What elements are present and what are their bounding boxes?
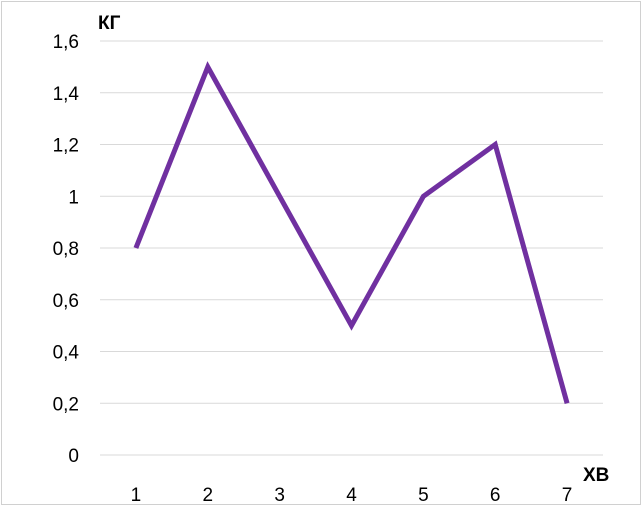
y-tick-label: 0 [68,446,79,467]
x-tick-label: 1 [131,485,142,506]
x-tick-label: 6 [490,485,501,506]
x-axis-title: ХВ [583,465,609,486]
x-axis-tick-labels: 1 2 3 4 5 6 7 [131,485,573,506]
y-tick-label: 0,4 [53,343,80,364]
y-tick-label: 0,6 [53,291,79,312]
y-tick-label: 0,2 [53,394,79,415]
x-tick-label: 5 [418,485,429,506]
y-axis-title: КГ [98,13,121,34]
x-tick-label: 2 [202,485,213,506]
x-tick-label: 4 [346,485,357,506]
gridlines [100,40,603,456]
x-tick-label: 3 [274,485,285,506]
y-tick-label: 1 [68,187,79,208]
y-tick-label: 1,6 [53,32,79,53]
series-group [133,61,570,404]
y-tick-label: 1,2 [53,136,79,157]
y-axis-tick-labels: 0 0,2 0,4 0,6 0,8 1 1,2 1,4 1,6 [53,32,80,467]
y-tick-label: 0,8 [53,239,79,260]
y-tick-label: 1,4 [53,84,80,105]
x-tick-label: 7 [562,485,573,506]
series-line-0 [133,61,570,404]
